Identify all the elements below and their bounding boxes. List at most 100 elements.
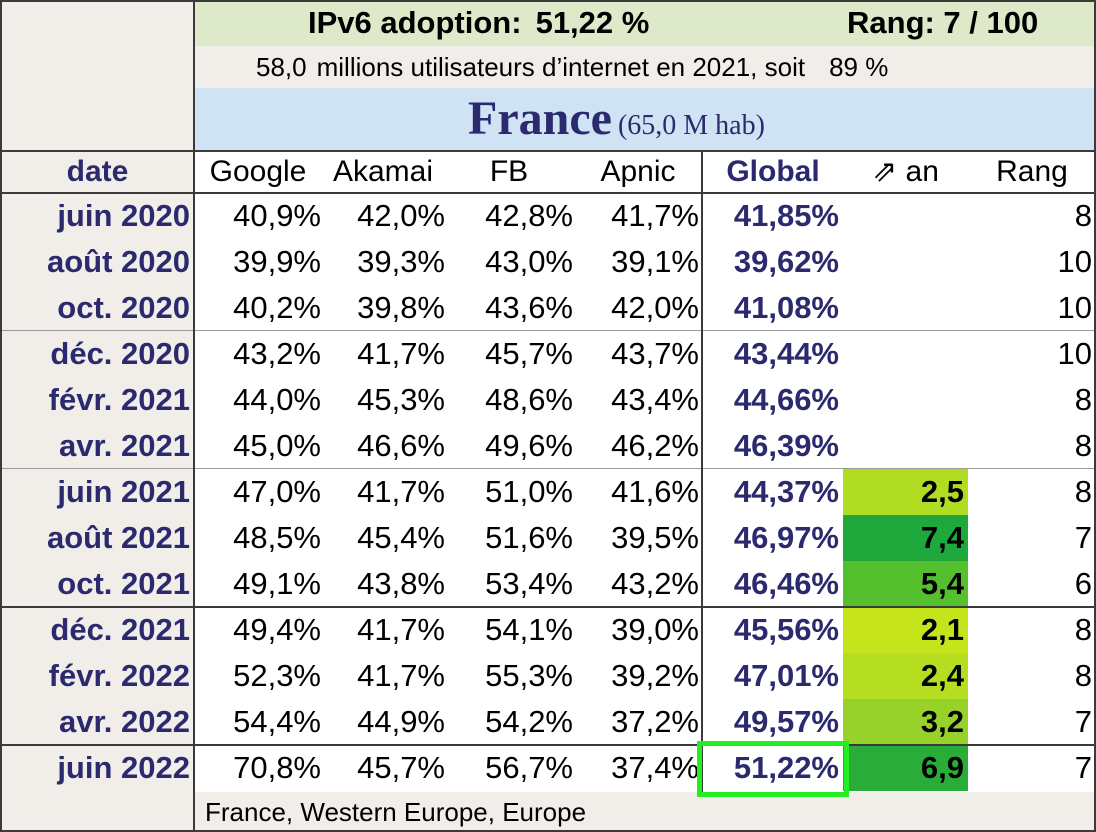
column-header-date: date [66,155,129,188]
column-header-divider [0,192,1096,194]
cell-date: avr. 2021 [58,428,190,463]
cell-date: déc. 2020 [50,336,190,371]
table-row: avr. 2021 45,0% 46,6% 49,6% 46,2% 46,39% 8 [0,423,1096,469]
cell-date: déc. 2021 [50,612,190,647]
table-row: févr. 2022 52,3% 41,7% 55,3% 39,2% 47,01% 2,4 8 [0,653,1096,699]
cell-apnic: 39,5% [611,520,699,555]
table-row: juin 2021 47,0% 41,7% 51,0% 41,6% 44,37% 2,5 8 [0,469,1096,515]
users-count: 58,0 [256,52,307,82]
cell-global: 39,62% [733,244,839,279]
cell-date: août 2020 [46,244,190,279]
row-group-divider [0,330,1096,331]
cell-global: 49,57% [733,704,839,739]
cell-date: févr. 2021 [48,382,190,417]
table-left-border [0,0,2,832]
table-top-border [0,0,1096,2]
cell-google: 44,0% [233,382,321,417]
cell-apnic: 39,2% [611,658,699,693]
cell-akamai: 39,8% [357,290,445,325]
column-header-global: Global [726,155,820,188]
cell-rank: 10 [1057,244,1092,279]
cell-google: 47,0% [233,474,321,509]
cell-fb: 51,6% [485,520,573,555]
cell-date: août 2021 [46,520,190,555]
table-row: juin 2020 40,9% 42,0% 42,8% 41,7% 41,85% 8 [0,193,1096,239]
rank-summary: Rang: 7 / 100 [847,5,1039,40]
cell-apnic: 41,7% [611,198,699,233]
column-header-apnic: Apnic [600,155,676,188]
users-percent: 89 % [829,52,889,82]
cell-trend: 2,5 [843,469,968,515]
cell-google: 70,8% [233,750,321,785]
column-header-fb: FB [489,155,529,188]
cell-fb: 54,2% [485,704,573,739]
cell-fb: 43,6% [485,290,573,325]
cell-akamai: 41,7% [357,612,445,647]
cell-global: 46,46% [733,566,839,601]
cell-google: 40,9% [233,198,321,233]
sources-divider [701,150,703,792]
date-column-background [0,150,195,832]
cell-akamai: 44,9% [357,704,445,739]
cell-date: juin 2020 [57,198,190,233]
cell-trend: 7,4 [843,515,968,561]
cell-trend [843,423,968,469]
cell-trend: 2,1 [843,607,968,653]
cell-trend: 6,9 [843,745,968,791]
country-name: France [468,92,612,145]
cell-google: 45,0% [233,428,321,463]
cell-global: 47,01% [733,658,839,693]
cell-google: 54,4% [233,704,321,739]
adoption-label: IPv6 adoption: [308,5,522,40]
column-header-yearly-trend: ⇗ an [872,155,939,188]
cell-rank: 8 [1074,474,1092,509]
cell-fb: 42,8% [485,198,573,233]
subtitle-band [195,46,1096,88]
footer-band [195,792,1096,832]
cell-global: 41,85% [733,198,839,233]
cell-apnic: 41,6% [611,474,699,509]
cell-rank: 8 [1074,612,1092,647]
table-row: août 2021 48,5% 45,4% 51,6% 39,5% 46,97% 7,4 7 [0,515,1096,561]
cell-trend [843,377,968,423]
adoption-value: 51,22 % [535,5,650,40]
cell-fb: 43,0% [485,244,573,279]
cell-global: 44,66% [733,382,839,417]
table-row: juin 2022 70,8% 45,7% 56,7% 37,4% 51,22% 6,9 7 [0,745,1096,791]
table-row: avr. 2022 54,4% 44,9% 54,2% 37,2% 49,57% 3,2 7 [0,699,1096,745]
cell-date: févr. 2022 [48,658,190,693]
cell-google: 49,1% [233,566,321,601]
users-text: millions utilisateurs d’internet en 2021… [316,52,806,82]
cell-global: 46,97% [733,520,839,555]
cell-akamai: 41,7% [357,474,445,509]
table-row: déc. 2020 43,2% 41,7% 45,7% 43,7% 43,44% 10 [0,331,1096,377]
table-row: oct. 2020 40,2% 39,8% 43,6% 42,0% 41,08% 10 [0,285,1096,331]
title-band [195,0,1096,46]
column-header-rank: Rang [996,155,1068,188]
cell-google: 43,2% [233,336,321,371]
cell-rank: 8 [1074,382,1092,417]
cell-google: 48,5% [233,520,321,555]
row-group-divider [0,468,1096,469]
cell-rank: 8 [1074,198,1092,233]
cell-fb: 45,7% [485,336,573,371]
country-band [195,88,1096,150]
cell-akamai: 39,3% [357,244,445,279]
column-header-akamai: Akamai [332,155,434,188]
cell-apnic: 39,0% [611,612,699,647]
cell-google: 40,2% [233,290,321,325]
column-header-google: Google [209,155,307,188]
cell-rank: 7 [1074,520,1092,555]
cell-akamai: 46,6% [357,428,445,463]
cell-fb: 49,6% [485,428,573,463]
row-group-divider [0,744,1096,746]
cell-apnic: 37,2% [611,704,699,739]
cell-akamai: 41,7% [357,658,445,693]
current-global-highlight [697,741,849,797]
cell-rank: 10 [1057,290,1092,325]
cell-trend [843,239,968,285]
cell-rank: 8 [1074,428,1092,463]
cell-fb: 55,3% [485,658,573,693]
cell-akamai: 41,7% [357,336,445,371]
cell-google: 52,3% [233,658,321,693]
